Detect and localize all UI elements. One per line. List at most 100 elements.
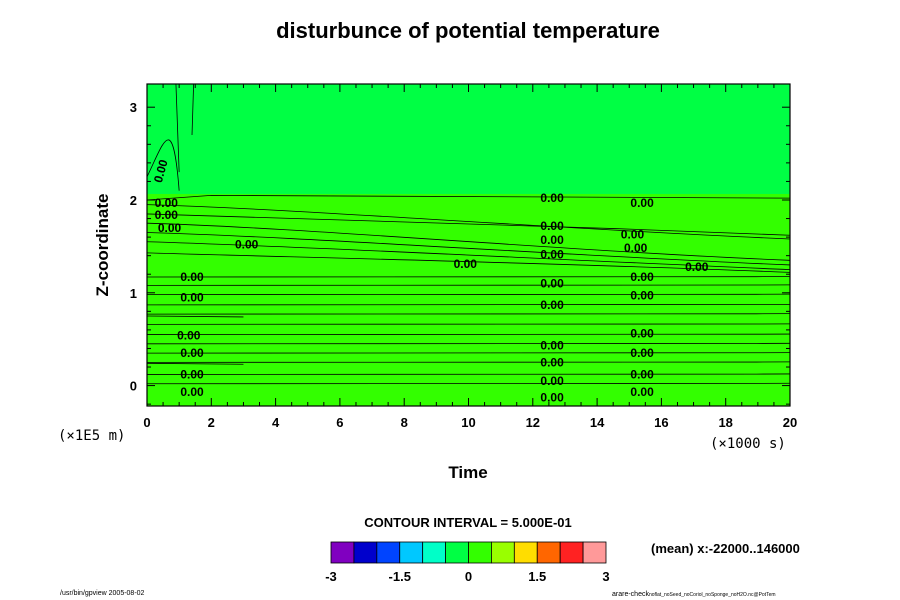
x-axis: 0 2 4 6 8 10 12 14 16 18 20 — [143, 84, 797, 430]
contour-labels: 0.00 0.000.000.000.00 0.000.00 0.000.000.00… — [151, 158, 709, 405]
colorbar-swatch — [330, 541, 355, 564]
contour-label: 0.00 — [540, 248, 564, 262]
contour-label: 0.00 — [180, 290, 204, 304]
colorbar-swatch — [353, 541, 378, 564]
x-tick-label: 10 — [461, 415, 475, 430]
contour-label: 0.00 — [685, 260, 709, 274]
contour-line — [146, 313, 791, 315]
contour-line — [146, 352, 791, 354]
contour-label: 0.00 — [235, 238, 259, 252]
x-tick-label: 12 — [526, 415, 540, 430]
colorbar-swatch — [376, 541, 401, 564]
contour-label: 0.00 — [540, 391, 564, 405]
contour-line — [146, 204, 791, 240]
contour-line — [146, 222, 791, 261]
x-tick-label: 16 — [654, 415, 668, 430]
contour-line — [146, 303, 791, 306]
x-tick-label: 14 — [590, 415, 605, 430]
contour-label: 0.00 — [540, 219, 564, 233]
contour-label: 0.00 — [540, 374, 564, 388]
footer-right: arare-checknoflat_noSeed_noCoriol_noSpon… — [612, 591, 776, 598]
colorbar-tick-label: 0 — [465, 569, 472, 584]
contour-label: 0.00 — [540, 355, 564, 369]
contour-line — [146, 293, 791, 296]
contour-label: 0.00 — [151, 158, 171, 184]
contour-label: 0.00 — [630, 346, 654, 360]
contour-label: 0.00 — [630, 196, 654, 210]
y-unit-label: (×1E5 m) — [58, 428, 125, 444]
colorbar-swatch — [559, 541, 584, 564]
mean-range: (mean) x:-22000..146000 — [651, 541, 800, 556]
contour-line — [146, 139, 180, 191]
contour-line — [146, 361, 791, 363]
footer-left: /usr/bin/gpview 2005-08-02 — [60, 590, 145, 597]
contour-label: 0.00 — [630, 327, 654, 341]
y-axis-label: Z-coordinate — [93, 194, 112, 297]
contour-label: 0.00 — [155, 208, 179, 222]
contour-label: 0.00 — [180, 270, 204, 284]
colorbar-swatch — [536, 541, 561, 564]
colorbar-swatch — [491, 541, 515, 564]
colorbar-swatch — [513, 541, 538, 564]
x-tick-label: 6 — [336, 415, 343, 430]
field-upper — [147, 84, 790, 194]
contour-label: 0.00 — [621, 227, 645, 241]
contour-line — [146, 373, 791, 375]
colorbar-tick-label: 1.5 — [528, 569, 546, 584]
contour-label: 0.00 — [630, 385, 654, 399]
contour-label: 0.00 — [454, 257, 478, 271]
contour-line — [175, 83, 195, 173]
x-tick-label: 0 — [143, 415, 150, 430]
footer-right-main: arare-check — [612, 591, 649, 598]
colorbar — [330, 541, 607, 564]
plot-area: 0.00 0.000.000.000.00 0.000.00 0.000.000.00… — [146, 83, 791, 407]
contour-label: 0.00 — [624, 241, 648, 255]
contour-label: 0.00 — [158, 221, 182, 235]
contour-label: 0.00 — [630, 367, 654, 381]
contour-line — [146, 194, 791, 201]
contour-label: 0.00 — [155, 196, 179, 210]
y-tick-label: 3 — [130, 100, 137, 115]
contour-lines — [146, 83, 791, 385]
x-unit-label: (×1000 s) — [710, 436, 786, 452]
contour-line — [146, 342, 791, 345]
footer-right-sub: noflat_noSeed_noCoriol_noSponge_noH2O.nc… — [649, 592, 776, 598]
y-tick-label: 0 — [130, 379, 137, 394]
contour-interval: CONTOUR INTERVAL = 5.000E-01 — [364, 515, 571, 530]
x-tick-label: 8 — [401, 415, 408, 430]
contour-label: 0.00 — [540, 277, 564, 291]
contour-line — [146, 333, 791, 336]
contour-line — [146, 315, 244, 365]
colorbar-tick-label: -1.5 — [389, 569, 411, 584]
contour-line — [146, 276, 791, 278]
contour-line — [146, 323, 791, 325]
contour-label: 0.00 — [180, 346, 204, 360]
y-tick-label: 1 — [130, 286, 137, 301]
contour-line — [146, 232, 791, 266]
colorbar-swatch — [582, 541, 607, 564]
colorbar-tick-label: 3 — [602, 569, 609, 584]
colorbar-swatch — [399, 541, 424, 564]
y-tick-label: 2 — [130, 193, 137, 208]
chart-title: disturbunce of potential temperature — [276, 18, 660, 43]
contour-line — [146, 382, 791, 385]
contour-label: 0.00 — [540, 233, 564, 247]
x-tick-label: 2 — [208, 415, 215, 430]
field-lower — [147, 194, 790, 406]
x-tick-label: 20 — [783, 415, 797, 430]
colorbar-tick-label: -3 — [325, 569, 337, 584]
colorbar-swatch — [468, 541, 492, 564]
contour-label: 0.00 — [180, 367, 204, 381]
colorbar-swatch — [422, 541, 446, 564]
x-tick-label: 4 — [272, 415, 280, 430]
contour-line — [146, 284, 791, 286]
contour-label: 0.00 — [540, 298, 564, 312]
contour-line — [146, 241, 791, 270]
y-axis: 0 1 2 3 — [130, 100, 790, 405]
contour-line — [146, 213, 791, 236]
contour-label: 0.00 — [630, 289, 654, 303]
x-axis-label: Time — [448, 463, 487, 482]
contour-line — [146, 252, 791, 273]
contour-label: 0.00 — [177, 328, 201, 342]
